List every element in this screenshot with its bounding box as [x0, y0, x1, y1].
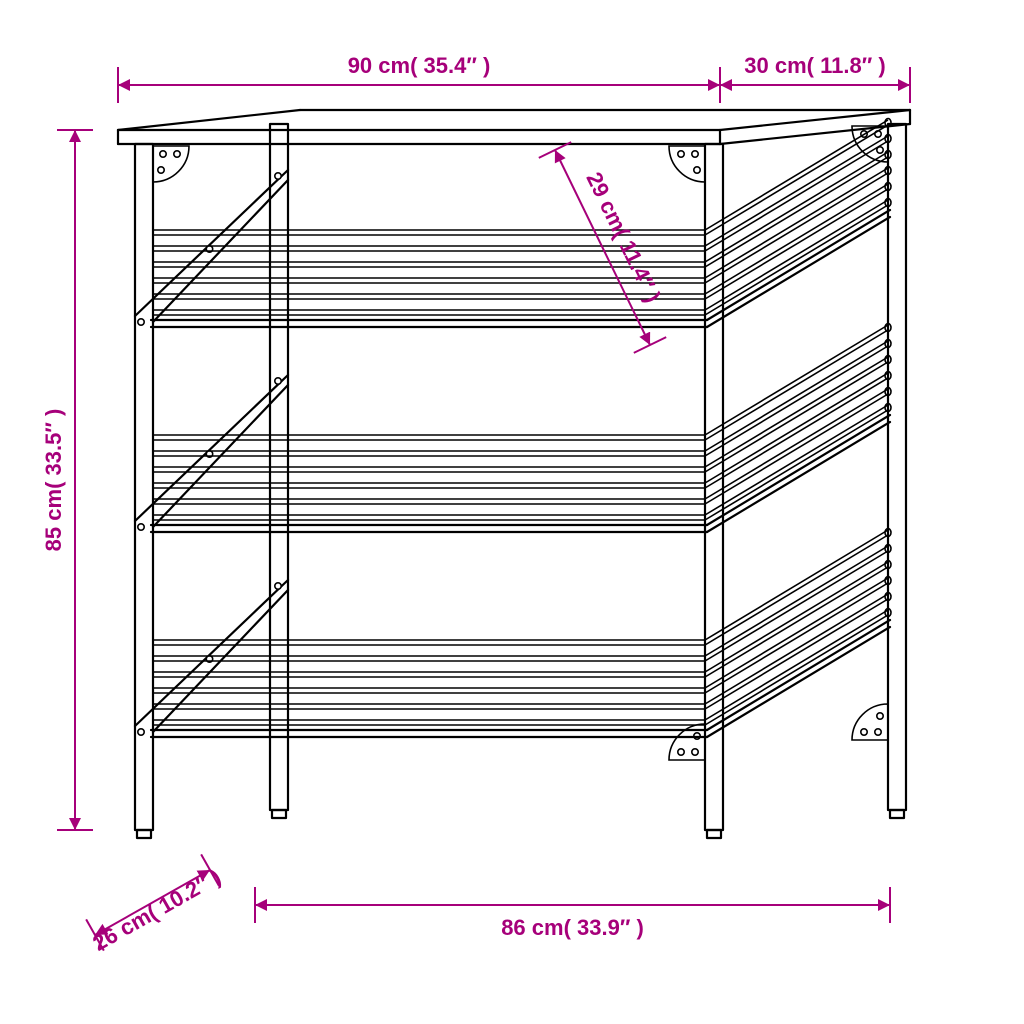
dimension-label: 30 cm( 11.8″ ): [744, 53, 885, 78]
dimension-label: 29 cm( 11.4″ ): [581, 168, 665, 306]
dimension-label: 85 cm( 33.5″ ): [41, 409, 66, 552]
dimension-label: 90 cm( 35.4″ ): [348, 53, 491, 78]
dimension-label: 26 cm( 10.2″ ): [88, 864, 224, 956]
dimension-label: 86 cm( 33.9″ ): [501, 915, 644, 940]
